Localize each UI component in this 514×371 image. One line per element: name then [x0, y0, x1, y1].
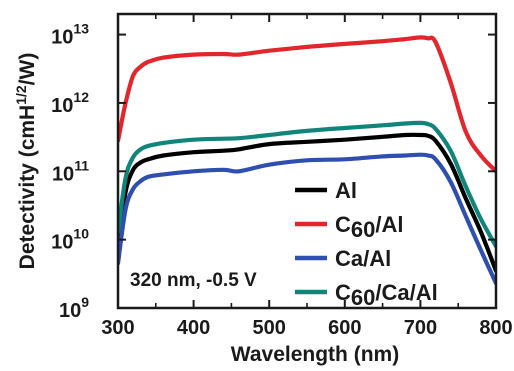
y-tick-label-base: 10 — [51, 95, 73, 117]
series-line-c60-al — [118, 35, 496, 174]
x-tick-label: 500 — [253, 317, 286, 339]
series-line-al — [118, 132, 496, 273]
y-tick-label: 1013 — [51, 21, 89, 49]
x-tick-label: 300 — [101, 317, 134, 339]
x-axis-title: Wavelength (nm) — [231, 343, 399, 366]
series-line-c60-ca-al — [118, 120, 496, 249]
legend-label: C60/Al — [335, 212, 404, 242]
legend-label: Ca/Al — [335, 246, 391, 271]
legend-label-part: /Al — [375, 212, 403, 237]
legend-label: C60/Ca/Al — [335, 280, 438, 310]
legend-label-part: Al — [335, 178, 357, 203]
y-tick-label: 1010 — [51, 226, 89, 254]
y-tick-label-base: 10 — [51, 232, 73, 254]
y-tick-label-exponent: 10 — [73, 226, 89, 242]
legend-label-part: C — [335, 212, 351, 237]
y-tick-label-base: 10 — [51, 27, 73, 49]
y-tick-label-base: 10 — [59, 300, 81, 322]
y-tick-label-exponent: 11 — [74, 157, 89, 173]
x-tick-label: 400 — [177, 317, 210, 339]
y-tick-label-exponent: 12 — [73, 89, 89, 105]
y-axis-title-tail: /W) — [16, 53, 39, 86]
legend-label-part: C — [335, 280, 351, 305]
y-tick-label: 1012 — [51, 89, 89, 117]
y-tick-label: 1011 — [52, 157, 89, 185]
y-tick-label-exponent: 13 — [73, 21, 89, 37]
legend-label-part: Ca/Al — [335, 246, 391, 271]
y-tick-label-base: 10 — [52, 163, 74, 185]
ticks-layer — [117, 14, 497, 309]
legend-label-subscript: 60 — [351, 285, 375, 310]
x-tick-label: 800 — [479, 317, 512, 339]
y-axis-title-superscript: 1/2 — [13, 85, 29, 105]
x-tick-label: 600 — [328, 317, 361, 339]
y-axis-title: Detectivity (cmH1/2/W) — [13, 53, 39, 270]
series-layer — [118, 35, 496, 286]
legend-label-part: /Ca/Al — [375, 280, 437, 305]
series-line-ca-al — [118, 152, 496, 286]
legend-label-subscript: 60 — [351, 217, 375, 242]
condition-annotation: 320 nm, -0.5 V — [130, 270, 257, 291]
legend-label: Al — [335, 178, 357, 203]
y-axis-title-main: Detectivity (cmH — [16, 105, 39, 270]
y-tick-label-exponent: 9 — [81, 294, 89, 310]
y-tick-label: 109 — [59, 294, 89, 322]
x-tick-label: 700 — [404, 317, 437, 339]
